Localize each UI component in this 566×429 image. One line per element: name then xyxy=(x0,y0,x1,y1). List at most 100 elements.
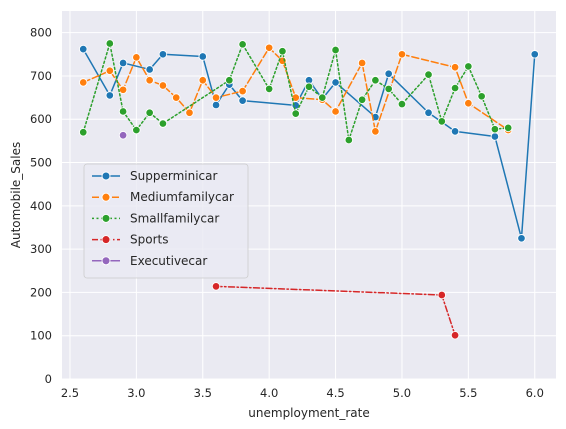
data-point-smallfamilycar xyxy=(477,92,486,101)
data-point-mediumfamilycar xyxy=(264,43,274,53)
data-point-supperminicar xyxy=(331,78,340,87)
data-point-supperminicar xyxy=(450,127,460,136)
data-point-smallfamilycar xyxy=(437,117,447,126)
series-executivecar xyxy=(118,131,128,140)
legend: Supperminicar Mediumfamilycar Smallfamilyc… xyxy=(83,163,249,279)
x-tick-label: 5.0 xyxy=(393,386,411,400)
data-point-mediumfamilycar xyxy=(464,98,473,108)
x-tick-label: 2.5 xyxy=(61,386,79,400)
legend-marker-executivecar xyxy=(101,256,111,266)
data-point-smallfamilycar xyxy=(78,127,88,137)
series-sports xyxy=(211,282,460,340)
data-point-mediumfamilycar xyxy=(185,108,194,117)
data-point-smallfamilycar xyxy=(450,83,460,93)
y-tick-label: 400 xyxy=(30,199,52,213)
data-point-mediumfamilycar xyxy=(371,127,380,136)
data-point-supperminicar xyxy=(78,44,88,54)
series-line-mediumfamilycar xyxy=(82,47,509,133)
data-point-mediumfamilycar xyxy=(171,93,181,102)
data-point-mediumfamilycar xyxy=(238,86,247,96)
y-tick-label: 800 xyxy=(30,26,52,40)
x-tick-label: 5.5 xyxy=(459,386,477,400)
data-point-supperminicar xyxy=(118,58,128,68)
series-layer xyxy=(78,39,540,340)
data-point-supperminicar xyxy=(145,65,154,74)
data-point-smallfamilycar xyxy=(118,107,128,116)
data-point-sports xyxy=(450,331,460,340)
data-point-smallfamilycar xyxy=(344,135,354,145)
legend-label-supperminicar: Supperminicar xyxy=(130,169,217,183)
legend-label-mediumfamilycar: Mediumfamilycar xyxy=(130,190,234,204)
data-point-smallfamilycar xyxy=(238,40,247,49)
data-point-mediumfamilycar xyxy=(198,76,208,85)
legend-item-smallfamilycar: Smallfamilycar xyxy=(92,211,219,225)
data-point-smallfamilycar xyxy=(424,70,433,79)
legend-item-executivecar: Executivecar xyxy=(92,254,207,268)
x-axis-label: unemployment_rate xyxy=(248,406,369,420)
data-point-smallfamilycar xyxy=(503,123,513,133)
data-point-mediumfamilycar xyxy=(291,93,300,102)
grid xyxy=(62,11,556,380)
data-point-smallfamilycar xyxy=(397,99,407,109)
y-axis-ticks: 0 100 200 300 400 500 600 700 800 xyxy=(30,26,52,386)
x-tick-label: 3.5 xyxy=(194,386,212,400)
data-point-supperminicar xyxy=(238,96,247,105)
data-point-smallfamilycar xyxy=(132,125,141,135)
data-point-mediumfamilycar xyxy=(78,78,88,87)
data-point-smallfamilycar xyxy=(357,95,367,105)
legend-marker-smallfamilycar xyxy=(101,213,111,223)
legend-box xyxy=(83,163,249,279)
data-point-mediumfamilycar xyxy=(105,66,115,75)
data-point-sports xyxy=(211,282,221,291)
x-tick-label: 4.0 xyxy=(260,386,278,400)
legend-marker-sports xyxy=(101,235,111,245)
legend-item-sports: Sports xyxy=(92,233,168,247)
data-point-supperminicar xyxy=(211,100,221,110)
data-point-mediumfamilycar xyxy=(118,85,128,95)
data-point-smallfamilycar xyxy=(304,82,314,92)
legend-item-mediumfamilycar: Mediumfamilycar xyxy=(92,190,234,204)
data-point-mediumfamilycar xyxy=(357,58,367,68)
data-point-smallfamilycar xyxy=(384,84,393,94)
data-point-mediumfamilycar xyxy=(331,107,340,116)
y-tick-label: 300 xyxy=(30,242,52,256)
data-point-smallfamilycar xyxy=(291,109,300,118)
series-smallfamilycar xyxy=(78,39,513,145)
data-point-smallfamilycar xyxy=(464,62,473,71)
data-point-supperminicar xyxy=(384,69,393,79)
legend-label-smallfamilycar: Smallfamilycar xyxy=(130,211,219,225)
data-point-supperminicar xyxy=(530,50,540,59)
legend-label-sports: Sports xyxy=(130,233,168,247)
data-point-supperminicar xyxy=(105,91,115,100)
data-point-mediumfamilycar xyxy=(145,76,154,85)
data-point-smallfamilycar xyxy=(318,93,327,102)
data-point-smallfamilycar xyxy=(490,124,500,134)
legend-marker-mediumfamilycar xyxy=(101,192,111,202)
data-point-sports xyxy=(437,290,447,300)
data-point-supperminicar xyxy=(424,108,433,117)
data-point-supperminicar xyxy=(490,132,500,141)
y-tick-label: 700 xyxy=(30,69,52,83)
x-tick-label: 3.0 xyxy=(127,386,145,400)
data-point-supperminicar xyxy=(517,234,526,243)
data-point-smallfamilycar xyxy=(331,45,340,55)
data-point-smallfamilycar xyxy=(225,76,234,85)
data-point-supperminicar xyxy=(198,52,208,61)
data-point-mediumfamilycar xyxy=(158,81,168,90)
data-point-supperminicar xyxy=(158,50,168,59)
legend-marker-supperminicar xyxy=(101,171,111,181)
legend-item-supperminicar: Supperminicar xyxy=(92,169,217,183)
y-tick-label: 0 xyxy=(45,372,52,386)
x-tick-label: 4.5 xyxy=(326,386,344,400)
data-point-mediumfamilycar xyxy=(132,53,141,62)
data-point-mediumfamilycar xyxy=(397,50,407,59)
y-axis-label: Automobile_Sales xyxy=(9,142,23,249)
y-tick-label: 100 xyxy=(30,329,52,343)
data-point-smallfamilycar xyxy=(264,84,274,94)
data-point-mediumfamilycar xyxy=(211,93,221,102)
y-tick-label: 500 xyxy=(30,156,52,170)
data-point-smallfamilycar xyxy=(105,39,115,48)
data-point-executivecar xyxy=(118,131,128,140)
legend-label-executivecar: Executivecar xyxy=(130,254,207,268)
data-point-smallfamilycar xyxy=(371,76,380,85)
